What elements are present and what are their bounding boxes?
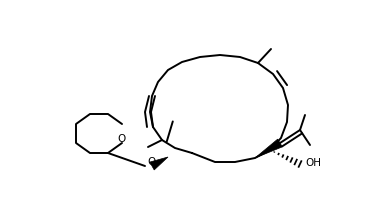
Text: O: O xyxy=(148,157,156,167)
Text: O: O xyxy=(118,134,126,144)
Polygon shape xyxy=(150,157,168,170)
Polygon shape xyxy=(255,139,282,158)
Text: OH: OH xyxy=(305,158,321,168)
